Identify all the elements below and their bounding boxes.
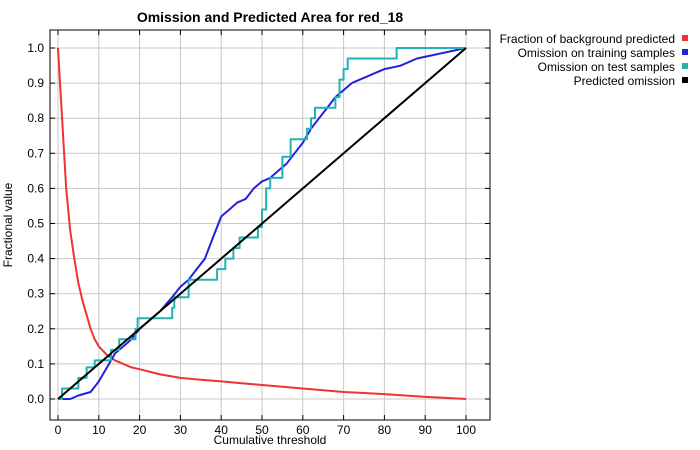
x-axis-title: Cumulative threshold [214, 433, 327, 447]
series-line-3 [57, 47, 467, 400]
legend-swatch [682, 77, 688, 83]
series-line-0 [57, 47, 467, 400]
series-line-1 [58, 47, 467, 400]
y-tick-label: 0.1 [27, 357, 44, 371]
x-tick-label: 90 [419, 423, 433, 437]
x-tick-label: 60 [296, 423, 310, 437]
legend-swatch [682, 63, 688, 69]
x-tick-label: 80 [378, 423, 392, 437]
legend-swatch [682, 49, 688, 55]
legend: Fraction of background predictedOmission… [500, 32, 688, 88]
x-tick-label: 10 [92, 423, 106, 437]
x-tick-label: 100 [456, 423, 476, 437]
y-tick-label: 0.8 [27, 111, 44, 125]
y-tick-label: 1.0 [27, 41, 44, 55]
y-tick-label: 0.4 [27, 252, 44, 266]
y-tick-label: 0.5 [27, 217, 44, 231]
y-tick-label: 0.0 [27, 392, 44, 406]
x-tick-label: 70 [337, 423, 351, 437]
y-tick-label: 0.6 [27, 181, 44, 195]
legend-label: Fraction of background predicted [500, 32, 675, 46]
y-axis-title: Fractional value [1, 182, 15, 267]
x-tick-label: 30 [174, 423, 188, 437]
x-tick-label: 40 [215, 423, 229, 437]
legend-swatch [682, 35, 688, 41]
x-tick-label: 0 [55, 423, 62, 437]
tick-layer: 0 10 20 30 40 50 60 70 80 90 100 0.0 0.1 0.2 0.3 0.4 0.5… [27, 30, 490, 437]
chart-title: Omission and Predicted Area for red_18 [137, 9, 404, 25]
series-layer [57, 47, 467, 400]
legend-label: Omission on training samples [518, 46, 675, 60]
legend-label: Predicted omission [574, 74, 675, 88]
x-tick-label: 20 [133, 423, 147, 437]
plot-frame [49, 29, 491, 421]
y-tick-label: 0.9 [27, 76, 44, 90]
y-tick-label: 0.2 [27, 322, 44, 336]
y-tick-label: 0.7 [27, 146, 44, 160]
x-tick-label: 50 [255, 423, 269, 437]
legend-label: Omission on test samples [538, 60, 675, 74]
y-tick-label: 0.3 [27, 287, 44, 301]
